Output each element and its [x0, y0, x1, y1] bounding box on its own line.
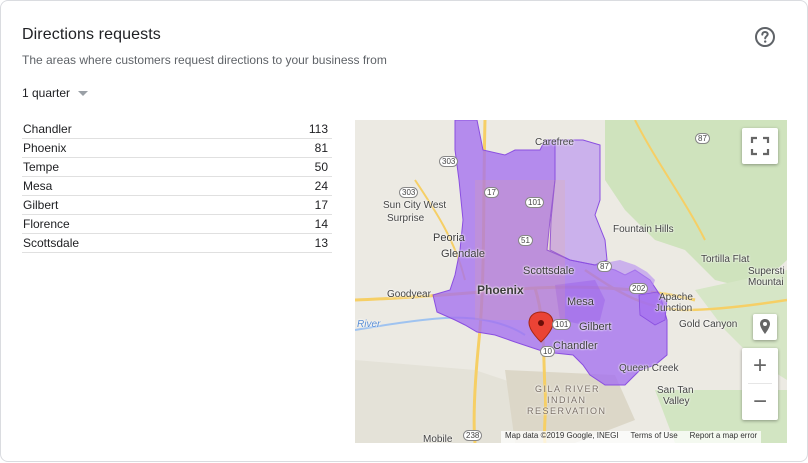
location-count: 81: [242, 138, 332, 158]
map-label-indian: INDIAN: [547, 395, 587, 405]
card-title: Directions requests: [22, 26, 161, 43]
table-row: Gilbert 17: [22, 195, 332, 215]
location-name: Phoenix: [22, 138, 243, 158]
route-shield: 303: [439, 156, 459, 167]
route-shield: 202: [629, 283, 649, 294]
location-count: 14: [242, 214, 332, 234]
locations-table: Chandler 113 Phoenix 81 Tempe 50 Mesa 24…: [22, 120, 332, 253]
period-label: 1 quarter: [22, 86, 71, 100]
map-attribution: Map data ©2019 Google, INEGI Terms of Us…: [501, 431, 762, 443]
terms-of-use-link[interactable]: Terms of Use: [630, 431, 678, 440]
map-label-chandler: Chandler: [553, 340, 598, 352]
route-shield: 238: [463, 430, 483, 441]
map-label-gilbert: Gilbert: [579, 321, 612, 333]
map-label-phoenix: Phoenix: [477, 283, 524, 297]
map-label-mesa: Mesa: [567, 296, 594, 308]
zoom-in-button[interactable]: +: [752, 352, 767, 379]
route-shield: 303: [399, 187, 419, 198]
pegman-button[interactable]: [753, 314, 777, 340]
location-name: Chandler: [22, 120, 243, 139]
map-canvas: [355, 120, 787, 443]
location-name: Tempe: [22, 157, 243, 177]
map-label-mountains: Mountai: [748, 277, 784, 288]
fullscreen-icon: [750, 136, 770, 156]
route-shield: 10: [540, 346, 555, 357]
map-label-glendale: Glendale: [441, 248, 486, 260]
map-label-fountain-hills: Fountain Hills: [613, 224, 674, 235]
map-label-gila-river: GILA RIVER: [535, 384, 601, 394]
dropdown-caret-icon: [78, 90, 89, 96]
route-shield: 87: [695, 133, 710, 144]
period-dropdown[interactable]: 1 quarter: [22, 86, 89, 100]
location-count: 17: [242, 195, 332, 215]
map-data-credit: Map data ©2019 Google, INEGI: [505, 431, 619, 440]
location-pin-icon: [760, 319, 770, 334]
zoom-divider: [748, 383, 772, 384]
map-label-peoria: Peoria: [433, 232, 465, 244]
directions-map[interactable]: Carefree Sun City West Surprise Fountain…: [355, 120, 787, 443]
map-label-mobile: Mobile: [423, 434, 453, 443]
location-count: 24: [242, 176, 332, 196]
fullscreen-button[interactable]: [742, 128, 778, 164]
map-label-surprise: Surprise: [387, 213, 425, 224]
map-label-tortilla-flat: Tortilla Flat: [701, 254, 750, 265]
business-marker-icon[interactable]: [528, 311, 554, 343]
table-row: Mesa 24: [22, 176, 332, 196]
location-name: Gilbert: [22, 195, 243, 215]
map-label-goodyear: Goodyear: [387, 289, 431, 300]
map-label-scottsdale: Scottsdale: [523, 265, 575, 277]
report-map-error-link[interactable]: Report a map error: [689, 431, 758, 440]
map-label-reservation: RESERVATION: [527, 406, 607, 416]
location-name: Mesa: [22, 176, 243, 196]
map-label-gold-canyon: Gold Canyon: [679, 319, 738, 330]
map-label-river: River: [357, 319, 381, 330]
zoom-controls: + −: [742, 348, 778, 420]
route-shield: 101: [552, 319, 572, 330]
map-label-junction: Junction: [655, 303, 693, 314]
card-subtitle: The areas where customers request direct…: [22, 53, 387, 67]
location-name: Scottsdale: [22, 233, 243, 253]
route-shield: 51: [518, 235, 533, 246]
map-label-queen-creek: Queen Creek: [619, 363, 679, 374]
map-label-carefree: Carefree: [535, 137, 574, 148]
help-icon[interactable]: [753, 25, 777, 49]
zoom-out-button[interactable]: −: [752, 388, 767, 415]
table-row: Chandler 113: [22, 120, 332, 139]
route-shield: 87: [597, 261, 612, 272]
map-label-apache: Apache: [659, 292, 693, 303]
location-name: Florence: [22, 214, 243, 234]
route-shield: 101: [525, 197, 545, 208]
location-count: 13: [242, 233, 332, 253]
route-shield: 17: [484, 187, 499, 198]
table-row: Scottsdale 13: [22, 233, 332, 253]
table-row: Florence 14: [22, 214, 332, 234]
table-row: Phoenix 81: [22, 138, 332, 158]
location-count: 50: [242, 157, 332, 177]
map-label-valley: Valley: [663, 396, 690, 407]
table-row: Tempe 50: [22, 157, 332, 177]
location-count: 113: [242, 120, 332, 139]
map-label-superstition: Supersti: [748, 266, 785, 277]
map-label-san-tan: San Tan: [657, 385, 694, 396]
map-label-sun-city-west: Sun City West: [383, 200, 447, 211]
